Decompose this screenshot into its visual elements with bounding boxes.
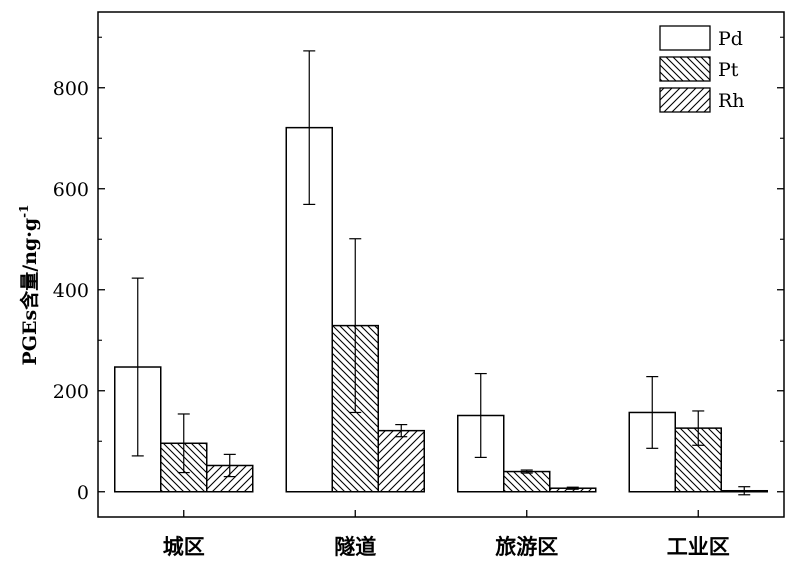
legend-swatch-pd [659, 25, 711, 51]
legend-item-rh: Rh [659, 87, 745, 113]
error-bar-rh-3 [566, 486, 579, 490]
legend-swatch-pt [659, 56, 711, 82]
y-axis-label: PGEs含量/ng·g-1 [17, 205, 41, 366]
legend-swatch-rh [659, 87, 711, 113]
error-bar-pt-1 [177, 413, 190, 474]
error-bar-pd-1 [131, 277, 144, 457]
y-tick-label: 400 [53, 280, 89, 302]
error-bar-pt-3 [520, 469, 533, 474]
legend-item-pt: Pt [659, 56, 739, 82]
bar-rh-2 [377, 429, 425, 493]
y-tick-label: 600 [53, 179, 89, 201]
x-tick-label: 旅游区 [495, 535, 558, 559]
error-bar-rh-4 [738, 486, 751, 496]
bar-pt-3 [503, 470, 551, 493]
plot-frame [97, 11, 785, 518]
error-bar-pd-4 [646, 376, 659, 449]
error-bar-rh-1 [223, 453, 236, 478]
error-bar-rh-2 [395, 423, 408, 438]
bars-layer [114, 126, 768, 493]
error-bars-layer [131, 50, 751, 496]
x-tick-label: 工业区 [667, 535, 730, 559]
legend-item-pd: Pd [659, 25, 743, 51]
x-axis: 城区 隧道 旅游区 工业区 [163, 510, 730, 559]
error-bar-pt-4 [692, 410, 705, 446]
x-tick-label: 城区 [163, 535, 205, 559]
bar-pd-2 [285, 126, 333, 493]
error-bar-pd-2 [303, 50, 316, 206]
legend-label-pd: Pd [718, 28, 743, 50]
error-bar-pt-2 [349, 238, 362, 414]
legend: Pd Pt Rh [659, 25, 745, 113]
y-tick-label: 0 [77, 482, 89, 504]
y-axis: 0 200 400 600 800 [53, 36, 784, 504]
y-tick-label: 800 [53, 78, 89, 100]
error-bar-pd-3 [474, 372, 487, 459]
legend-label-pt: Pt [718, 59, 739, 81]
y-tick-label: 200 [53, 381, 89, 403]
legend-label-rh: Rh [718, 90, 745, 112]
x-tick-label: 隧道 [334, 535, 376, 559]
